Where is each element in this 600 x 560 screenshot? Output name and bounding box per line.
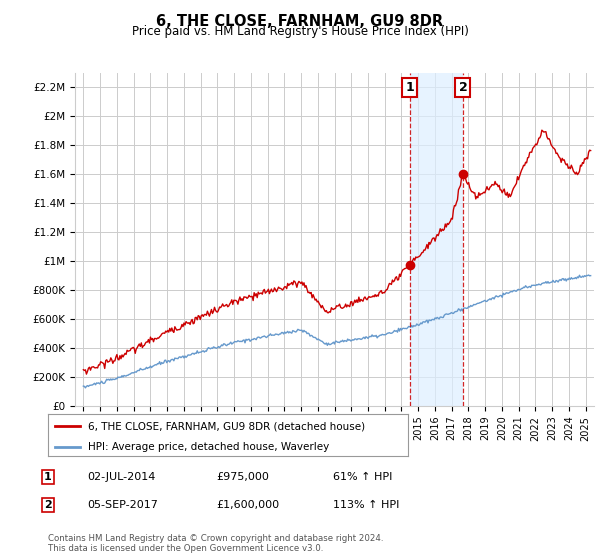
Text: 1: 1 (44, 472, 52, 482)
Text: 02-JUL-2014: 02-JUL-2014 (87, 472, 155, 482)
Text: 1: 1 (406, 81, 414, 94)
Text: 6, THE CLOSE, FARNHAM, GU9 8DR: 6, THE CLOSE, FARNHAM, GU9 8DR (157, 14, 443, 29)
Text: Contains HM Land Registry data © Crown copyright and database right 2024.
This d: Contains HM Land Registry data © Crown c… (48, 534, 383, 553)
Text: 6, THE CLOSE, FARNHAM, GU9 8DR (detached house): 6, THE CLOSE, FARNHAM, GU9 8DR (detached… (88, 421, 365, 431)
Text: 61% ↑ HPI: 61% ↑ HPI (333, 472, 392, 482)
Text: 05-SEP-2017: 05-SEP-2017 (87, 500, 158, 510)
Text: 2: 2 (44, 500, 52, 510)
Text: 113% ↑ HPI: 113% ↑ HPI (333, 500, 400, 510)
Bar (410, 73, 463, 406)
Text: Price paid vs. HM Land Registry's House Price Index (HPI): Price paid vs. HM Land Registry's House … (131, 25, 469, 38)
Text: 2: 2 (458, 81, 467, 94)
Text: HPI: Average price, detached house, Waverley: HPI: Average price, detached house, Wave… (88, 442, 329, 452)
Text: £975,000: £975,000 (216, 472, 269, 482)
Text: £1,600,000: £1,600,000 (216, 500, 279, 510)
